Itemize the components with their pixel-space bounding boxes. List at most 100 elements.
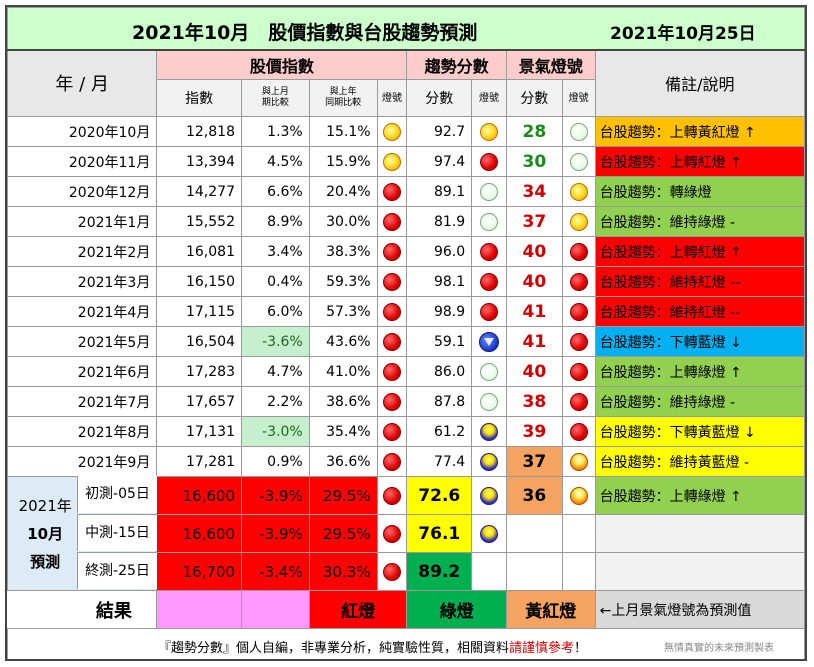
row-light <box>376 356 408 387</box>
yellow-lamp-icon <box>569 213 588 232</box>
row-note: 台股趨勢：上轉綠燈 ↑ <box>594 356 805 387</box>
row-trend-score: 98.1 <box>406 266 473 297</box>
row-boom-light <box>561 296 596 327</box>
footer-credit: 無情真實的未來預測製表 <box>664 643 774 654</box>
row-light <box>376 386 408 417</box>
header-mom: 與上月 期比較 <box>240 79 310 117</box>
row-mom: 6.0% <box>240 296 310 327</box>
green-lamp-icon <box>569 153 588 172</box>
row-boom-light <box>561 146 596 177</box>
row-yoy: 59.3% <box>308 266 378 297</box>
header-score2: 分數 <box>505 79 563 117</box>
header-boom-light: 景氣燈號 <box>505 49 596 80</box>
row-boom-light <box>561 446 596 477</box>
blue-lamp-icon <box>479 331 500 352</box>
row-boom-score: 40 <box>505 266 563 297</box>
row-trend-light <box>471 386 507 417</box>
forecast-table-frame: 2021年10月 股價指數與台股趨勢預測 2021年10月25日年 / 月股價指數… <box>5 5 807 661</box>
row-ym: 2020年11月 <box>7 146 158 177</box>
red-lamp-icon <box>480 273 499 292</box>
yellow-lamp-icon <box>382 153 401 172</box>
row-boom-score: 38 <box>505 386 563 417</box>
row-yoy: 38.3% <box>308 236 378 267</box>
row-mom: 4.5% <box>240 146 310 177</box>
row-trend-light <box>471 266 507 297</box>
red-lamp-icon <box>382 243 401 262</box>
row-trend-score: 96.0 <box>406 236 473 267</box>
row-yoy: 20.4% <box>308 176 378 207</box>
row-mom: 0.9% <box>240 446 310 477</box>
row-index: 12,818 <box>156 116 242 147</box>
red-lamp-icon <box>382 333 401 352</box>
row-boom-score: 37 <box>505 446 563 477</box>
row-trend-score: 61.2 <box>406 416 473 447</box>
title-bar: 2021年10月 股價指數與台股趨勢預測 2021年10月25日 <box>7 7 805 51</box>
row-mom: -3.6% <box>240 326 310 357</box>
row-index: 16,150 <box>156 266 242 297</box>
row-trend-light <box>471 296 507 327</box>
header-score: 分數 <box>406 79 473 117</box>
yellow-lamp-icon <box>480 123 499 142</box>
red-lamp-icon <box>569 423 588 442</box>
row-trend-light <box>471 206 507 237</box>
red-lamp-icon <box>382 303 401 322</box>
forecast-note: 台股趨勢：上轉綠燈 ↑ <box>594 476 805 515</box>
row-index: 15,552 <box>156 206 242 237</box>
forecast-note <box>594 514 805 553</box>
forecast-light <box>376 552 408 591</box>
row-light <box>376 416 408 447</box>
red-lamp-icon <box>480 303 499 322</box>
forecast-trend-score: 72.6 <box>406 476 473 515</box>
row-trend-score: 98.9 <box>406 296 473 327</box>
yellow-blue-lamp-icon <box>480 487 499 506</box>
row-ym: 2020年12月 <box>7 176 158 207</box>
forecast-stage-label: 中測-15日 <box>77 514 157 551</box>
row-note: 台股趨勢：維持紅燈 -- <box>594 296 805 327</box>
row-boom-light <box>561 236 596 267</box>
row-boom-score: 30 <box>505 146 563 177</box>
row-boom-score: 39 <box>505 416 563 447</box>
row-trend-score: 86.0 <box>406 356 473 387</box>
red-lamp-icon <box>382 393 401 412</box>
forecast-light <box>376 476 408 515</box>
result-label: 結果 <box>7 590 158 629</box>
forecast-trend-score: 89.2 <box>406 552 473 591</box>
row-mom: 2.2% <box>240 386 310 417</box>
row-ym: 2020年10月 <box>7 116 158 147</box>
row-yoy: 43.6% <box>308 326 378 357</box>
row-light <box>376 266 408 297</box>
row-boom-light <box>561 356 596 387</box>
row-trend-light <box>471 326 507 357</box>
forecast-trend-light <box>471 514 507 553</box>
green-lamp-icon <box>480 393 499 412</box>
row-yoy: 57.3% <box>308 296 378 327</box>
row-trend-score: 77.4 <box>406 446 473 477</box>
row-mom: 0.4% <box>240 266 310 297</box>
row-note: 台股趨勢：維持紅燈 -- <box>594 266 805 297</box>
forecast-trend-score: 76.1 <box>406 514 473 553</box>
row-ym: 2021年7月 <box>7 386 158 417</box>
forecast-index: 16,700 <box>156 552 242 591</box>
row-light <box>376 116 408 147</box>
row-yoy: 15.9% <box>308 146 378 177</box>
red-lamp-icon <box>382 423 401 442</box>
red-lamp-icon <box>382 213 401 232</box>
row-trend-score: 87.8 <box>406 386 473 417</box>
forecast-boom-score: 36 <box>505 476 563 515</box>
row-boom-score: 40 <box>505 236 563 267</box>
red-lamp-icon <box>569 243 588 262</box>
red-lamp-icon <box>569 273 588 292</box>
red-lamp-icon <box>382 525 401 544</box>
yellow-blue-lamp-icon <box>480 453 499 472</box>
result-red: 紅燈 <box>308 590 408 629</box>
row-mom: 3.4% <box>240 236 310 267</box>
row-trend-score: 92.7 <box>406 116 473 147</box>
red-lamp-icon <box>382 363 401 382</box>
row-light <box>376 326 408 357</box>
row-trend-light <box>471 236 507 267</box>
row-note: 台股趨勢：維持綠燈 - <box>594 206 805 237</box>
yellow-lamp-icon <box>382 123 401 142</box>
header-index: 指數 <box>156 79 242 117</box>
result-pink-1 <box>156 590 242 629</box>
row-boom-light <box>561 416 596 447</box>
